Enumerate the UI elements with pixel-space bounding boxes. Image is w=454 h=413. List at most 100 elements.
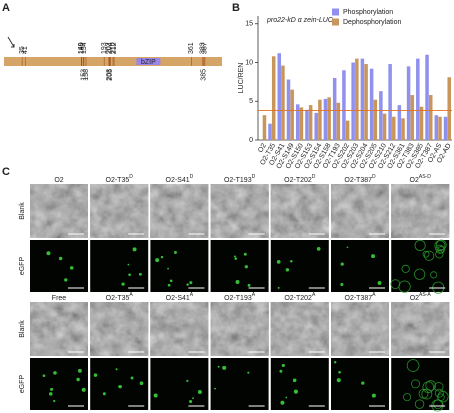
header-text: O2-T387 xyxy=(344,177,372,184)
site-label: 41 xyxy=(22,46,29,54)
site-label: 149 xyxy=(78,42,85,54)
blank-texture xyxy=(90,184,149,238)
bar xyxy=(314,112,318,140)
column-header: O2AS-A xyxy=(410,292,432,302)
header-sup: AS-A xyxy=(419,292,431,298)
panel-label: B xyxy=(232,2,240,14)
header-text: O2-S41 xyxy=(166,177,190,184)
egfp-spot xyxy=(53,399,56,403)
egfp-spot xyxy=(422,250,430,258)
egfp-image xyxy=(150,240,209,292)
column-header: Free xyxy=(52,295,67,302)
header-text: O2-T193 xyxy=(224,295,252,302)
header-sup: A xyxy=(129,292,133,298)
bar xyxy=(295,104,300,140)
column-header: O2AS-D xyxy=(410,174,432,184)
egfp-image xyxy=(30,358,88,410)
bar xyxy=(406,66,411,140)
egfp-spot xyxy=(127,263,130,266)
bar xyxy=(268,123,272,140)
header-sup: A xyxy=(312,292,316,298)
egfp-spot xyxy=(414,239,426,251)
bar xyxy=(355,58,359,140)
egfp-spot xyxy=(247,371,250,374)
y-tick-label: 0 xyxy=(249,137,253,144)
y-tick-label: 15 xyxy=(245,21,253,28)
egfp-spot xyxy=(174,251,177,254)
egfp-spot xyxy=(403,393,412,402)
bar xyxy=(308,105,313,140)
bar xyxy=(318,99,322,140)
header-sup: A xyxy=(372,292,376,298)
blank-texture xyxy=(30,302,88,356)
site-label: 203 xyxy=(106,69,113,81)
blank-texture xyxy=(270,184,329,238)
egfp-image xyxy=(30,240,88,292)
bar xyxy=(290,89,294,140)
header-text: O2-T202 xyxy=(284,177,312,184)
bar xyxy=(419,106,424,140)
egfp-spot xyxy=(138,272,142,276)
egfp-spot xyxy=(290,259,293,263)
egfp-spot xyxy=(81,387,86,392)
bar xyxy=(434,115,439,140)
x-tick-label: O2 xyxy=(257,142,268,154)
egfp-spot xyxy=(64,278,68,282)
egfp-spot xyxy=(189,281,193,285)
egfp-spot xyxy=(186,283,189,286)
bar xyxy=(299,107,304,140)
egfp-spot xyxy=(437,393,445,401)
bar xyxy=(392,116,396,140)
bar xyxy=(342,70,346,140)
egfp-spot xyxy=(414,399,425,409)
egfp-spot xyxy=(371,393,376,398)
egfp-spot xyxy=(234,257,238,260)
egfp-spot xyxy=(48,392,53,396)
egfp-spot xyxy=(167,267,169,270)
blank-texture xyxy=(391,184,450,238)
site-label: 202 xyxy=(106,42,113,54)
blank-texture xyxy=(210,184,269,238)
egfp-spot xyxy=(338,370,341,374)
bar xyxy=(382,113,387,140)
egfp-spot xyxy=(430,271,438,279)
header-text: O2 xyxy=(410,295,419,302)
site-label: 154 xyxy=(81,42,88,54)
egfp-spot xyxy=(336,378,341,383)
bar xyxy=(305,109,309,140)
column-header: O2-S41A xyxy=(166,292,194,302)
bar xyxy=(332,78,337,140)
header-text: O2 xyxy=(54,177,63,184)
panel-label: C xyxy=(2,166,10,178)
row-label: eGFP xyxy=(19,375,26,394)
site-label: 212 xyxy=(111,42,118,54)
egfp-spot xyxy=(118,385,122,389)
egfp-spot xyxy=(411,379,420,389)
egfp-spot xyxy=(434,388,444,398)
egfp-image xyxy=(210,358,269,410)
blank-texture xyxy=(30,184,88,238)
egfp-spot xyxy=(235,279,240,284)
egfp-spot xyxy=(340,262,344,266)
bar xyxy=(379,91,383,140)
egfp-spot xyxy=(285,268,290,272)
egfp-spot xyxy=(434,240,446,252)
panel-label: A xyxy=(2,2,10,14)
egfp-spot xyxy=(69,266,74,270)
egfp-spot xyxy=(424,250,435,261)
egfp-spot xyxy=(425,380,437,391)
header-text: O2 xyxy=(410,177,419,184)
egfp-spot xyxy=(130,376,134,380)
egfp-image xyxy=(391,240,450,292)
bar xyxy=(428,95,433,140)
egfp-spot xyxy=(431,399,444,412)
egfp-spot xyxy=(244,265,248,269)
legend-label: Dephosphorylation xyxy=(343,19,401,26)
egfp-spot xyxy=(280,400,285,405)
bar xyxy=(425,54,429,140)
egfp-spot xyxy=(121,282,125,286)
blank-texture xyxy=(331,184,389,238)
egfp-spot xyxy=(361,381,365,385)
egfp-spot xyxy=(435,239,447,251)
egfp-spot xyxy=(169,279,173,283)
